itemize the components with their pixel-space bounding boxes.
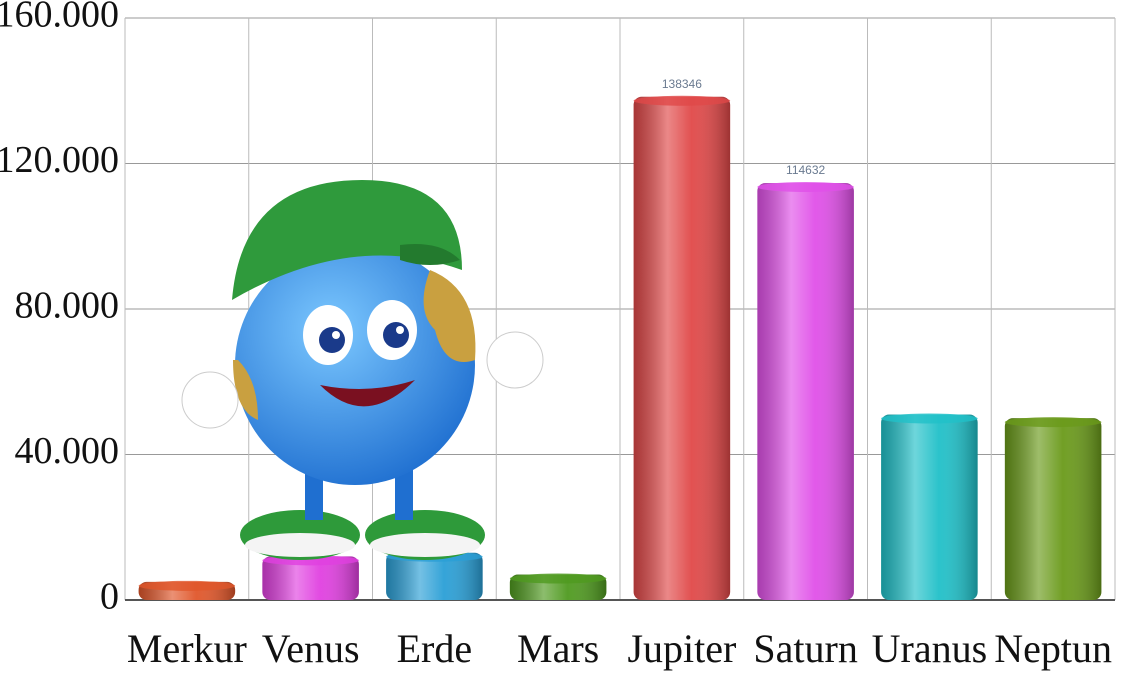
x-tick-label: Neptun	[994, 626, 1112, 671]
value-label: 138346	[662, 77, 702, 91]
x-tick-label: Merkur	[127, 626, 247, 671]
y-tick-label: 80.000	[15, 285, 120, 327]
x-tick-label: Saturn	[753, 626, 857, 671]
bar-shine	[262, 556, 359, 600]
x-tick-label: Venus	[262, 626, 360, 671]
bar-shine	[633, 96, 731, 601]
x-tick-label: Jupiter	[627, 626, 736, 671]
x-tick-label: Mars	[517, 626, 599, 671]
bars	[138, 95, 1102, 601]
bar-top	[509, 573, 607, 584]
bar-top	[138, 580, 236, 591]
labels: 0 40.000 80.000 120.000 160.000 Merkur Venus Er…	[0, 0, 1112, 671]
y-tick-label: 120.000	[0, 139, 119, 181]
bar-top	[757, 182, 854, 193]
value-label: 114632	[786, 163, 825, 177]
bar-shine	[386, 552, 483, 600]
bar-shine	[881, 414, 978, 600]
bar-top	[881, 413, 978, 424]
bar-shine	[1004, 418, 1102, 600]
y-tick-label: 40.000	[15, 430, 120, 472]
mascot	[181, 180, 544, 560]
bar-shine	[757, 183, 854, 600]
x-tick-label: Erde	[397, 626, 473, 671]
y-tick-label: 0	[100, 576, 119, 618]
y-tick-label: 160.000	[0, 0, 119, 36]
bar-top	[633, 95, 731, 106]
x-tick-label: Uranus	[872, 626, 988, 671]
bar-top	[1004, 417, 1102, 428]
